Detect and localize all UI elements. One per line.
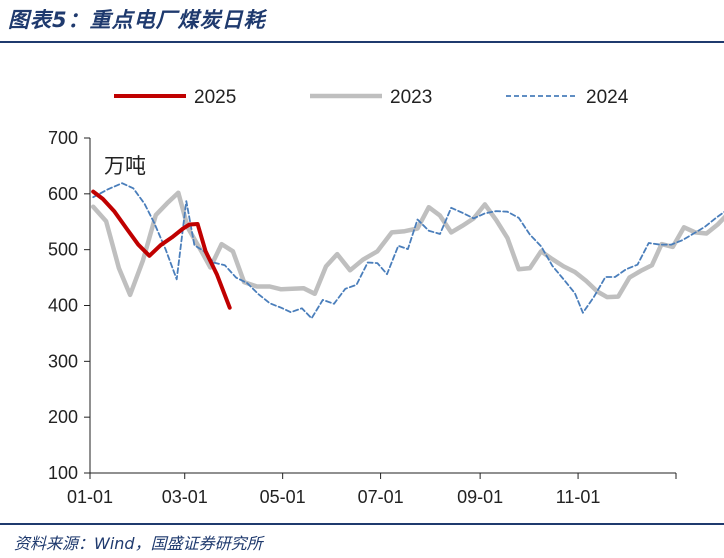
x-tick-label: 03-01 <box>162 487 208 507</box>
title-rule <box>0 41 724 43</box>
x-tick-label: 09-01 <box>457 487 503 507</box>
y-tick-label: 600 <box>48 184 78 204</box>
y-tick-label: 500 <box>48 240 78 260</box>
y-tick-label: 200 <box>48 407 78 427</box>
chart-title: 图表5：重点电厂煤炭日耗 <box>8 8 266 32</box>
x-tick-label: 01-01 <box>67 487 113 507</box>
y-axis: 100 200 300 400 500 600 700 <box>48 128 91 483</box>
x-tick-label: 11-01 <box>556 487 601 507</box>
legend-label-2023: 2023 <box>390 87 432 108</box>
legend: 2025 2023 2024 <box>114 87 629 108</box>
series-line-2024 <box>92 182 724 320</box>
series-lines <box>90 182 724 320</box>
x-tick-label: 05-01 <box>260 487 306 507</box>
daily-coal-consumption-chart: 2025 2023 2024 万吨 100 200 300 400 500 600 700 01… <box>48 87 724 507</box>
series-line-2023 <box>90 190 724 300</box>
y-tick-label: 400 <box>48 296 78 316</box>
y-tick-label: 300 <box>48 351 78 371</box>
series-line-2025 <box>91 189 232 310</box>
y-tick-label: 700 <box>48 128 78 148</box>
unit-label: 万吨 <box>104 154 146 178</box>
x-axis: 01-01 03-01 05-01 07-01 09-01 11-01 <box>67 472 677 507</box>
source-note: 资料来源：Wind，国盛证券研究所 <box>14 534 263 553</box>
source-rule <box>0 523 724 525</box>
x-tick-label: 07-01 <box>358 487 404 507</box>
legend-label-2024: 2024 <box>586 87 629 108</box>
legend-label-2025: 2025 <box>194 87 236 108</box>
y-tick-label: 100 <box>48 463 78 483</box>
